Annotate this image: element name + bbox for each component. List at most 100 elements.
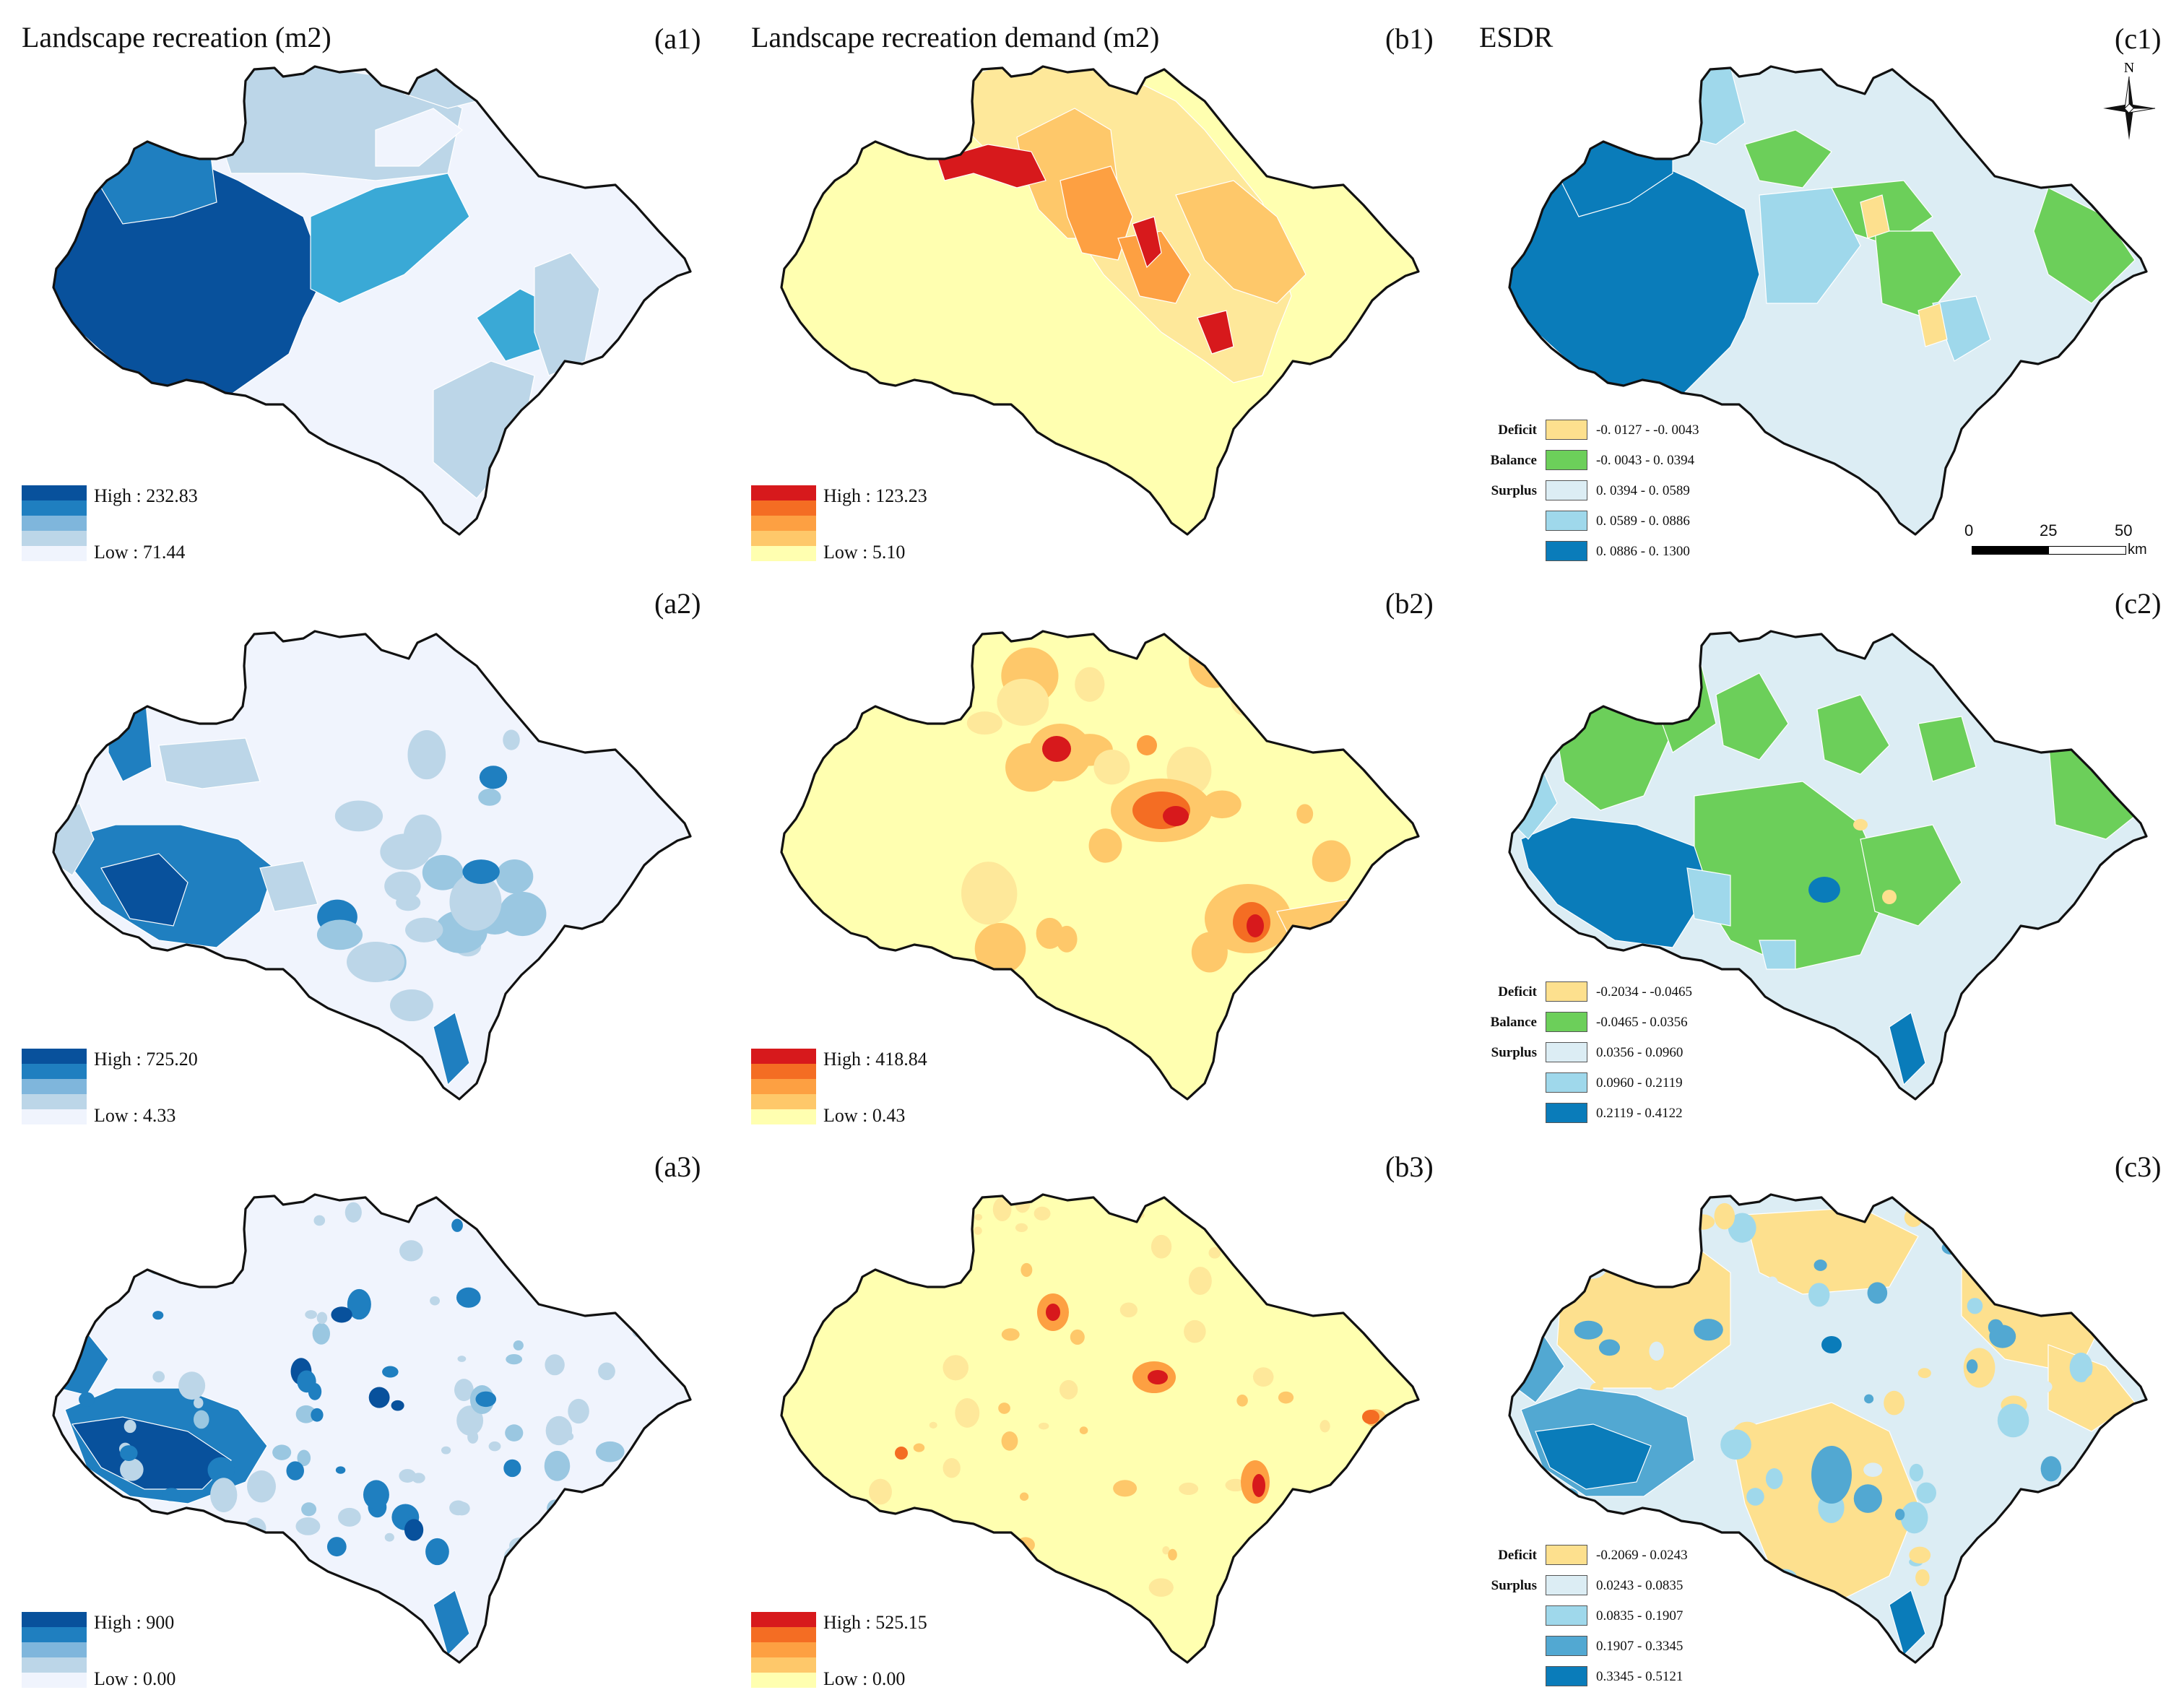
map-patch (326, 1537, 347, 1557)
legend-class-row: 0.0835 - 0.1907 (1479, 1602, 1782, 1629)
map-patch (344, 1202, 362, 1223)
legend-class-range: -0. 0043 - 0. 0394 (1596, 453, 1695, 468)
map-b2 (780, 630, 1420, 1101)
map-patch (120, 1458, 144, 1481)
map-patch (1296, 804, 1314, 824)
map-patch (1150, 1234, 1172, 1259)
map-patch (545, 1354, 565, 1376)
legend-high-label: High : 900 (94, 1612, 175, 1633)
map-patch (363, 1480, 389, 1509)
map-patch (2088, 1210, 2103, 1220)
legend-high-label: High : 123.23 (823, 485, 927, 506)
legend-swatch (22, 1079, 87, 1094)
region-base (781, 66, 1418, 534)
legend-swatch (751, 1094, 816, 1109)
legend-class-swatch (1546, 1545, 1587, 1565)
map-patch (488, 1441, 501, 1452)
column-title-demand: Landscape recreation demand (m2) (751, 21, 1160, 53)
legend-swatch (751, 1642, 816, 1657)
map-a1 (52, 65, 692, 536)
map-patch (1038, 1422, 1049, 1430)
map-patch (2032, 1543, 2048, 1559)
legend-class-row: 0.3345 - 0.5121 (1479, 1663, 1782, 1690)
scale-unit: km (2128, 542, 2147, 558)
scale-bar-black (1972, 546, 2050, 555)
map-patch (1320, 1420, 1330, 1433)
legend-class-swatch (1546, 1012, 1587, 1032)
region-surplus-mid (1932, 295, 1991, 362)
legend-class-group: Deficit (1498, 422, 1537, 438)
map-patch (890, 1556, 917, 1590)
legend-class-group: Surplus (1491, 1578, 1537, 1593)
map-patch (2076, 1278, 2094, 1300)
map-patch (152, 1371, 165, 1383)
map-patch (1746, 1488, 1764, 1506)
legend-class-row: Surplus 0.0356 - 0.0960 (1479, 1039, 1782, 1066)
panel-tag-a2: (a2) (654, 587, 701, 620)
map-patch (1312, 840, 1351, 883)
map-c2 (1508, 630, 2148, 1101)
map-patch (1598, 1339, 1621, 1356)
map-patch (1202, 790, 1242, 819)
study-area-boundary (52, 630, 692, 1101)
region-low (534, 252, 600, 376)
legend-class-group: Surplus (1491, 1045, 1537, 1060)
map-patch (122, 1202, 144, 1226)
legend-swatch-low (751, 1673, 816, 1688)
map-patch (297, 1449, 311, 1467)
legend-swatch (751, 1079, 816, 1094)
map-patch (550, 1538, 571, 1559)
study-area-boundary (1508, 630, 2148, 1101)
map-patch (441, 1446, 451, 1455)
region-mid (53, 1272, 102, 1331)
legend-class-range: 0.0243 - 0.0835 (1596, 1578, 1684, 1593)
map-patch (1148, 1370, 1168, 1384)
map-patch (311, 1408, 324, 1422)
legend-class-row: 0.2119 - 0.4122 (1479, 1099, 1782, 1127)
study-area-boundary (52, 65, 692, 536)
map-patch (502, 1244, 521, 1257)
legend-b2: High : 418.84 Low : 0.43 (751, 1049, 968, 1128)
map-patch (1252, 1367, 1274, 1387)
map-patch (479, 766, 508, 789)
map-patch (1649, 1341, 1664, 1361)
region-demand-high (1132, 216, 1162, 269)
map-patch (503, 1459, 521, 1478)
map-patch (1306, 1491, 1330, 1509)
region-low (259, 860, 318, 912)
map-patch (313, 1215, 326, 1226)
map-patch (316, 1312, 328, 1325)
map-patch (1853, 819, 1868, 831)
legend-class-row: Balance -0. 0043 - 0. 0394 (1479, 446, 1782, 474)
map-patch (1362, 1410, 1379, 1424)
map-patch (2036, 1209, 2046, 1221)
region-demand-high (1197, 310, 1234, 355)
map-patch (1291, 1591, 1312, 1606)
legend-swatch (22, 531, 87, 546)
map-patch (955, 1398, 980, 1428)
map-patch (178, 1371, 206, 1400)
map-patch (124, 1419, 136, 1434)
map-patch (475, 1391, 497, 1408)
map-patch (331, 1306, 352, 1323)
map-patch (1564, 1244, 1577, 1255)
map-patch (312, 1322, 330, 1345)
legend-class-row: Deficit -0.2034 - -0.0465 (1479, 978, 1782, 1005)
map-patch (347, 1288, 371, 1320)
map-patch (1330, 1290, 1343, 1305)
panel-tag-c3: (c3) (2115, 1150, 2162, 1183)
region-low (158, 737, 261, 789)
map-patch (1188, 1266, 1212, 1295)
study-area-boundary (1508, 1193, 2148, 1664)
map-patch (1020, 1262, 1033, 1278)
map-patch (1278, 1391, 1294, 1404)
map-patch (337, 1507, 361, 1527)
map-b1 (780, 65, 1420, 536)
map-patch (942, 1457, 961, 1478)
region-base (781, 1195, 1418, 1663)
map-regions (53, 1195, 690, 1663)
region-balance (1816, 694, 1890, 775)
map-patch (2035, 1380, 2053, 1394)
map-patch (1867, 1282, 1888, 1304)
legend-high-label: High : 418.84 (823, 1049, 927, 1070)
